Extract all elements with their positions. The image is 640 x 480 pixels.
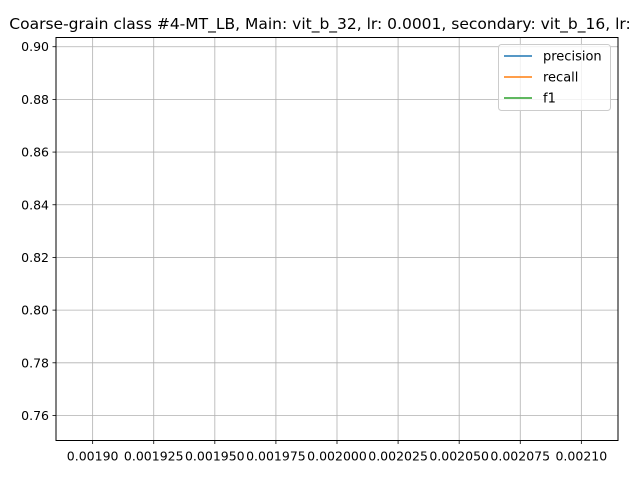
x-axis: 0.00190 0.001925 0.001950 0.001975 0.002000 0… [67,440,607,464]
y-tick-label: 0.80 [21,303,49,318]
legend: precision recall f1 [498,44,611,111]
y-tick-label: 0.76 [21,408,49,423]
x-tick-label: 0.002075 [490,449,550,464]
y-tick-label: 0.90 [21,39,49,54]
legend-label-recall: recall [543,71,578,86]
legend-label-f1: f1 [543,92,556,107]
y-tick-label: 0.78 [21,355,49,370]
x-tick-label: 0.001975 [246,449,306,464]
x-tick-label: 0.001925 [124,449,184,464]
grid-lines [56,37,618,441]
x-tick-label: 0.002025 [368,449,428,464]
legend-label-precision: precision [543,50,602,65]
chart-title: Coarse-grain class #4-MT_LB, Main: vit_b… [9,15,630,34]
x-tick-label: 0.002050 [429,449,489,464]
legend-box [498,44,611,111]
x-tick-label: 0.00190 [67,449,119,464]
y-tick-label: 0.86 [21,145,49,160]
x-tick-label: 0.001950 [185,449,245,464]
x-tick-label: 0.002000 [307,449,367,464]
y-axis: 0.76 0.78 0.80 0.82 0.84 0.86 0.88 0.90 [21,39,56,423]
x-tick-label: 0.00210 [555,449,607,464]
y-tick-label: 0.88 [21,92,49,107]
y-tick-label: 0.82 [21,250,49,265]
y-tick-label: 0.84 [21,197,49,212]
